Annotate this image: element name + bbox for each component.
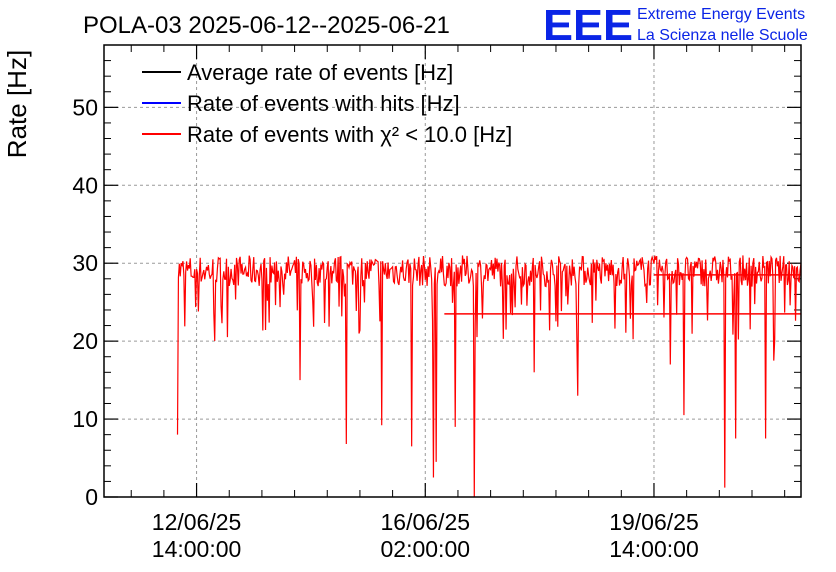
x-tick-label-date: 12/06/25 bbox=[152, 509, 242, 535]
y-tick-label: 40 bbox=[72, 172, 98, 198]
legend-label-chi2: Rate of events with χ² < 10.0 [Hz] bbox=[187, 122, 512, 147]
y-tick-label: 30 bbox=[72, 250, 98, 276]
legend: Average rate of events [Hz] Rate of even… bbox=[142, 60, 512, 147]
y-axis-label: Rate [Hz] bbox=[2, 50, 32, 158]
plot-frame bbox=[103, 44, 802, 498]
series-lines bbox=[176, 254, 802, 498]
y-tick-label: 10 bbox=[72, 406, 98, 432]
eee-logo: EEE bbox=[543, 1, 633, 50]
logo-tagline-top: Extreme Energy Events bbox=[637, 6, 805, 23]
y-tick-label: 20 bbox=[72, 328, 98, 354]
chart-title: POLA-03 2025-06-12--2025-06-21 bbox=[83, 12, 450, 39]
y-tick-label: 0 bbox=[85, 484, 98, 510]
x-tick-label-date: 19/06/25 bbox=[609, 509, 699, 535]
logo-tagline-bottom: La Scienza nelle Scuole bbox=[637, 27, 808, 44]
x-tick-label-time: 02:00:00 bbox=[381, 536, 471, 562]
legend-label-hits: Rate of events with hits [Hz] bbox=[187, 91, 460, 116]
legend-label-average: Average rate of events [Hz] bbox=[187, 60, 453, 85]
y-tick-label: 50 bbox=[72, 94, 98, 120]
x-tick-label-date: 16/06/25 bbox=[381, 509, 471, 535]
x-tick-label-time: 14:00:00 bbox=[152, 536, 242, 562]
x-tick-label-time: 14:00:00 bbox=[609, 536, 699, 562]
tick-labels: 0102030405012/06/2514:00:0016/06/2502:00… bbox=[72, 94, 698, 562]
series-line-chi2 bbox=[176, 254, 802, 498]
